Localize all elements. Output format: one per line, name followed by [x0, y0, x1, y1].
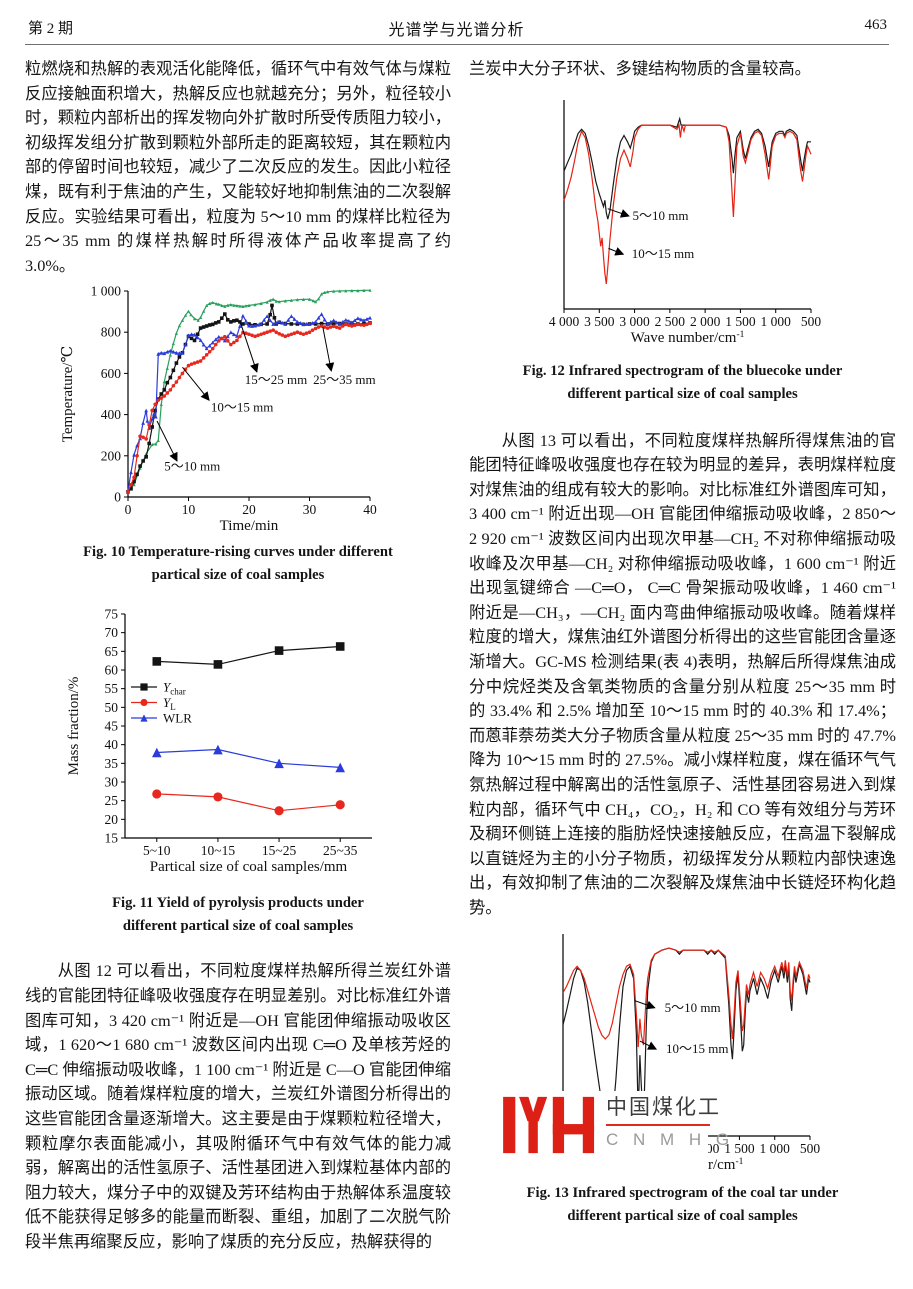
svg-text:0: 0 [125, 502, 132, 517]
svg-text:25: 25 [105, 794, 119, 809]
svg-text:3 000: 3 000 [619, 314, 650, 329]
right-column: 兰炭中大分子环状、多键结构物质的含量较高。 4 000 3 500 3 000 2 5… [469, 57, 896, 1228]
svg-text:800: 800 [101, 325, 122, 340]
caption-line: different partical size of coal samples [122, 918, 354, 935]
svg-text:5～10 mm: 5～10 mm [665, 1000, 721, 1015]
svg-text:2 000: 2 000 [690, 314, 721, 329]
svg-text:1 500: 1 500 [724, 1141, 755, 1156]
caption-line: Fig. 11 Yield of pyrolysis products unde… [112, 895, 364, 912]
svg-text:60: 60 [105, 663, 119, 678]
issue-label: 第 2 期 [28, 21, 74, 37]
journal-title: 光谱学与光谱分析 [388, 22, 525, 39]
cnmhg-logo-icon [503, 1096, 595, 1154]
svg-text:Ychar: Ychar [163, 680, 186, 697]
svg-text:5～10 mm: 5～10 mm [164, 459, 220, 474]
svg-text:30: 30 [303, 502, 317, 517]
fig11-caption: Fig. 11 Yield of pyrolysis products unde… [25, 892, 451, 938]
svg-text:5~10: 5~10 [143, 843, 171, 858]
svg-text:35: 35 [105, 756, 119, 771]
svg-text:75: 75 [105, 607, 119, 622]
svg-text:3 500: 3 500 [584, 314, 615, 329]
svg-text:Time/min: Time/min [220, 518, 279, 534]
caption-line: Fig. 10 Temperature-rising curves under … [83, 544, 393, 561]
fig12-ir-bluecoke-chart: 4 000 3 500 3 000 2 500 2 000 1 500 1 000 500 Wa… [549, 99, 822, 346]
svg-text:25～35 mm: 25～35 mm [313, 372, 375, 387]
svg-text:70: 70 [105, 626, 119, 641]
svg-text:50: 50 [105, 700, 119, 715]
svg-text:20: 20 [105, 812, 119, 827]
svg-text:15: 15 [105, 831, 119, 846]
caption-line: Fig. 12 Infrared spectrogram of the blue… [522, 362, 843, 379]
body-paragraph: 粒燃烧和热解的表观活化能降低，循环气中有效气体与煤粒反应接触面积增大，热解反应也… [25, 59, 451, 275]
svg-text:YL: YL [163, 695, 176, 712]
body-paragraph: 从图 12 可以看出，不同粒度煤样热解所得兰炭红外谱线的官能团特征峰吸收强度存在… [25, 961, 451, 1251]
svg-text:10～15 mm: 10～15 mm [211, 400, 273, 415]
caption-line: Fig. 13 Infrared spectrogram of the coal… [526, 1185, 839, 1202]
fig13-caption: Fig. 13 Infrared spectrogram of the coal… [469, 1182, 896, 1228]
fig12-caption: Fig. 12 Infrared spectrogram of the blue… [469, 360, 896, 406]
watermark-subtitle: C N M H G [606, 1130, 735, 1149]
svg-text:200: 200 [101, 449, 122, 464]
svg-text:Wave number/cm-1: Wave number/cm-1 [631, 330, 745, 346]
svg-text:WLR: WLR [163, 711, 192, 726]
svg-text:15~25: 15~25 [262, 843, 297, 858]
svg-text:Temperature/℃: Temperature/℃ [60, 346, 76, 443]
svg-text:15～25 mm: 15～25 mm [245, 372, 307, 387]
svg-text:10～15 mm: 10～15 mm [632, 245, 694, 260]
svg-text:45: 45 [105, 719, 119, 734]
page-number: 463 [864, 17, 888, 33]
svg-text:0: 0 [114, 490, 121, 505]
svg-text:65: 65 [105, 644, 119, 659]
svg-text:1 000: 1 000 [761, 314, 792, 329]
caption-line: partical size of coal samples [151, 567, 325, 584]
left-column: 粒燃烧和热解的表观活化能降低，循环气中有效气体与煤粒反应接触面积增大，热解反应也… [25, 57, 451, 1254]
svg-text:40: 40 [105, 738, 119, 753]
svg-text:1 000: 1 000 [760, 1141, 791, 1156]
svg-text:Partical size of coal samples/: Partical size of coal samples/mm [150, 859, 348, 875]
svg-text:500: 500 [801, 314, 822, 329]
caption-line: different partical size of coal samples [567, 385, 798, 402]
svg-text:55: 55 [105, 682, 119, 697]
fig11-yield-chart: 5~10 10~15 15~25 25~35 15 20 25 30 35 40 45 50 55 60 6… [66, 607, 372, 875]
body-paragraph: 兰炭中大分子环状、多键结构物质的含量较高。 [469, 59, 811, 78]
svg-text:Mass fraction/%: Mass fraction/% [66, 677, 82, 776]
svg-text:2 500: 2 500 [655, 314, 686, 329]
body-paragraph: 从图 13 可以看出，不同粒度煤样热解所得煤焦油的官能团特征峰吸收强度也存在较为… [469, 430, 896, 917]
svg-text:40: 40 [363, 502, 377, 517]
svg-text:30: 30 [105, 775, 119, 790]
caption-line: different partical size of coal samples [567, 1208, 798, 1225]
watermark-underline [606, 1124, 710, 1126]
svg-text:600: 600 [101, 366, 122, 381]
svg-text:4 000: 4 000 [549, 314, 580, 329]
header-rule [25, 44, 889, 45]
svg-text:5～10 mm: 5～10 mm [632, 208, 688, 223]
svg-text:1 000: 1 000 [91, 284, 122, 299]
svg-text:10: 10 [182, 502, 196, 517]
svg-text:400: 400 [101, 407, 122, 422]
svg-text:1 500: 1 500 [725, 314, 756, 329]
watermark-cnmhg: 中国煤化工 C N M H G [503, 1091, 729, 1185]
svg-text:500: 500 [800, 1141, 821, 1156]
fig10-caption: Fig. 10 Temperature-rising curves under … [25, 541, 451, 587]
svg-text:25~35: 25~35 [323, 843, 358, 858]
watermark-title: 中国煤化工 [606, 1096, 721, 1119]
svg-text:10~15: 10~15 [201, 843, 236, 858]
watermark-text: 中国煤化工 C N M H G [606, 1091, 734, 1150]
svg-text:10～15 mm: 10～15 mm [666, 1042, 728, 1057]
svg-text:20: 20 [242, 502, 256, 517]
